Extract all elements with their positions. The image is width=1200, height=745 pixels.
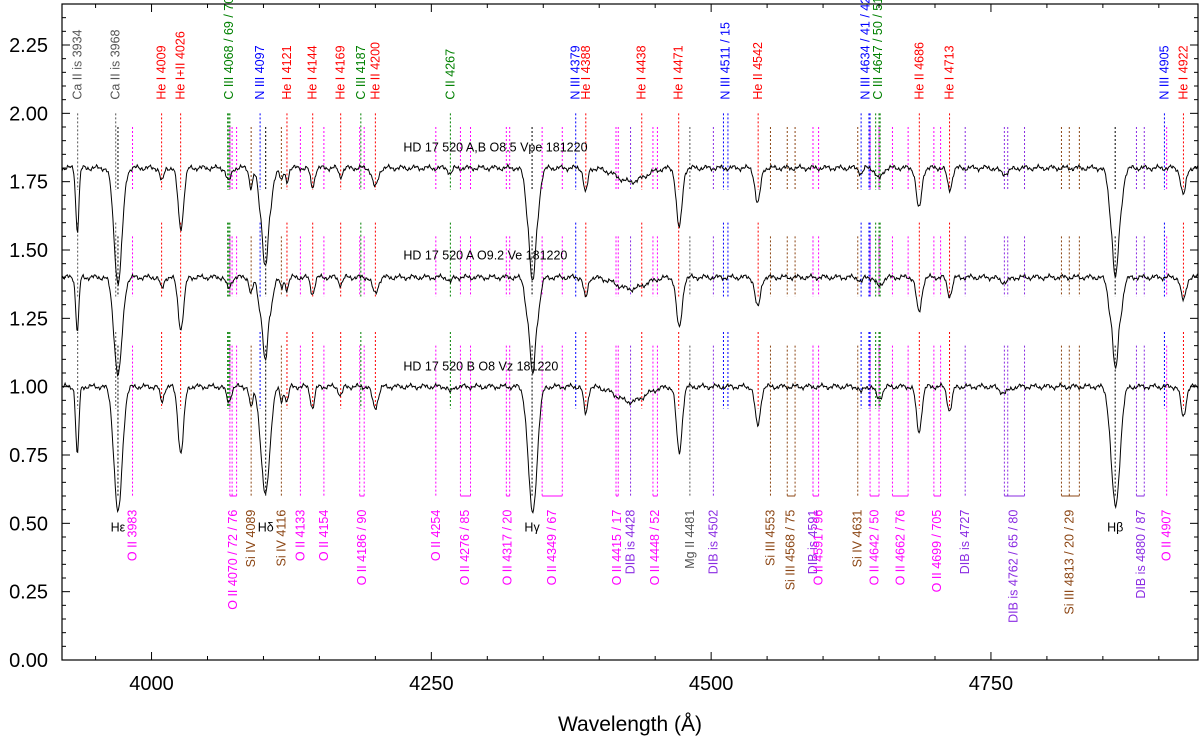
y-tick-label: 1.25	[9, 308, 48, 330]
line-label-bottom: O II 4662 / 76	[893, 510, 907, 586]
line-label-bottom: O II 4349 / 67	[545, 510, 559, 586]
x-tick-label: 4000	[129, 673, 174, 695]
line-label-top: He I+II 4026	[174, 31, 188, 99]
line-label-top: He I 4471	[672, 45, 686, 99]
line-label-bottom: DIB is 4591	[806, 510, 820, 575]
line-labels: Ca II is 3934 Ca II is 3968 He I 4009 He I+…	[71, 0, 1191, 623]
y-tick-label: 1.00	[9, 377, 48, 399]
line-label-top: He I 4713	[943, 45, 957, 99]
line-label-top: C II 4267	[443, 49, 457, 100]
line-label-top: N III 4379	[569, 45, 583, 99]
line-label-bottom: DIB is 4880 / 87	[1134, 510, 1148, 599]
line-label-bottom: Mg II 4481	[683, 510, 697, 569]
line-label-top: He II 4542	[751, 42, 765, 100]
y-tick-label: 1.75	[9, 172, 48, 194]
spectrum-label: HD 17 520 A O9.2 Ve 181220	[403, 249, 567, 263]
line-label-bottom: Hγ	[524, 521, 540, 535]
line-label-top: Ca II is 3934	[71, 29, 85, 99]
line-label-top: He I 4144	[306, 45, 320, 99]
y-tick-label: 0.50	[9, 513, 48, 535]
line-label-top: He II 4686	[912, 42, 926, 100]
line-label-bottom: O II 4154	[317, 510, 331, 561]
line-label-top: He I 4922	[1176, 45, 1190, 99]
line-label-bottom: O II 4317 / 20	[500, 510, 514, 586]
axes: 4000 4250 4500 4750 0.00 0.25 0.50 0.75 1.00 1.25…	[9, 3, 1198, 695]
spectrum-label: HD 17 520 A,B O8.5 Vpe 181220	[403, 141, 587, 155]
y-tick-label: 1.50	[9, 240, 48, 262]
spectrum-line	[61, 272, 1199, 377]
line-label-top: C III 4187	[354, 45, 368, 99]
line-label-bottom: DIB is 4428	[624, 510, 638, 575]
line-label-bottom: O II 4907	[1160, 510, 1174, 561]
line-label-bottom: Si III 4568 / 75	[784, 510, 798, 591]
line-label-bottom: O II 4642 / 50	[868, 510, 882, 586]
line-label-bottom: O II 3983	[126, 510, 140, 561]
y-tick-label: 0.75	[9, 445, 48, 467]
line-label-top: N III 4097	[253, 45, 267, 99]
spectra: HD 17 520 A,B O8.5 Vpe 181220 HD 17 520 A…	[61, 141, 1199, 514]
line-label-top: He I 4438	[635, 45, 649, 99]
line-label-bottom: DIB is 4762 / 65 / 80	[1006, 510, 1020, 623]
line-label-bottom: DIB is 4727	[958, 510, 972, 575]
line-markers	[77, 113, 1184, 497]
line-label-bottom: Si IV 4089	[244, 510, 258, 568]
line-label-bottom: O II 4186 / 90	[355, 510, 369, 586]
line-label-bottom: Si IV 4631	[851, 510, 865, 568]
line-label-bottom: Hδ	[258, 521, 274, 535]
line-label-top: N III 4905	[1157, 45, 1171, 99]
x-axis-label: Wavelength (Å)	[558, 713, 702, 736]
line-label-bottom: DIB is 4502	[706, 510, 720, 575]
line-label-bottom: O II 4448 / 52	[648, 510, 662, 586]
line-label-top: He I 4169	[334, 45, 348, 99]
line-label-top: Ca II is 3968	[109, 29, 123, 99]
y-tick-label: 2.25	[9, 35, 48, 57]
line-label-bottom: O II 4070 / 72 / 76	[226, 510, 240, 610]
x-tick-label: 4500	[689, 673, 734, 695]
line-label-top: He I 4009	[155, 45, 169, 99]
line-label-bottom: Si IV 4116	[274, 510, 288, 567]
line-label-bottom: O II 4133	[293, 510, 307, 561]
line-label-bottom: Si III 4553	[763, 510, 777, 566]
line-label-top: C III 4647 / 50 / 51	[871, 0, 885, 100]
line-label-top: He I 4388	[579, 45, 593, 99]
line-label-bottom: O II 4699 / 705	[930, 510, 944, 593]
line-label-bottom: O II 4254	[429, 510, 443, 561]
x-tick-label: 4750	[969, 673, 1014, 695]
line-label-top: N III 4511 / 15	[719, 22, 733, 100]
x-tick-label: 4250	[409, 673, 454, 695]
spectrum-label: HD 17 520 B O8 Vz 181220	[403, 359, 558, 373]
line-label-bottom: Hβ	[1107, 521, 1123, 535]
y-tick-label: 0.00	[9, 650, 48, 672]
line-label-bottom: Hε	[111, 521, 126, 535]
line-label-bottom: O II 4276 / 85	[458, 510, 472, 586]
line-label-top: C III 4068 / 69 / 70	[222, 0, 236, 100]
line-label-top: He I 4121	[280, 45, 294, 99]
line-label-bottom: O II 4415 / 17	[610, 510, 624, 586]
spectrum-line	[61, 163, 1199, 286]
line-label-bottom: Si III 4813 / 20 / 29	[1062, 510, 1076, 615]
line-label-top: N III 4634 / 41 / 42	[859, 0, 873, 100]
spectrum-line	[61, 381, 1199, 514]
y-tick-label: 0.25	[9, 582, 48, 604]
y-tick-label: 2.00	[9, 103, 48, 125]
line-label-bottom: O II 4591 / 96	[812, 510, 826, 586]
line-label-top: He II 4200	[368, 42, 382, 100]
